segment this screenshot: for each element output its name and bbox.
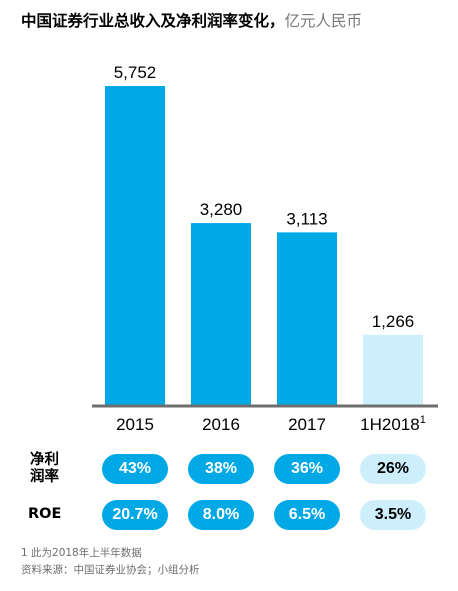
metric-pill-1-2: 6.5% xyxy=(274,500,340,530)
chart-title-unit: 亿元人民币 xyxy=(284,12,363,30)
metric-pill-0-0: 43% xyxy=(102,454,168,484)
chart-title: 中国证券行业总收入及净利润率变化，亿元人民币 xyxy=(21,9,362,31)
bar-2015 xyxy=(105,86,165,405)
metric-pill-1-0: 20.7% xyxy=(102,500,168,530)
revenue-bar-chart: 5,752 2015 3,280 2016 3,113 2017 1,266 1H20181 xyxy=(92,63,438,434)
metric-pill-0-3: 26% xyxy=(360,454,426,484)
metric-pill-0-1: 38% xyxy=(188,454,254,484)
metric-label-0: 净利 润率 xyxy=(30,452,59,485)
footnotes: 1 此为2018年上半年数据 资料来源：中国证券业协会；小组分析 xyxy=(21,545,200,579)
chart-title-main: 中国证券行业总收入及净利润率变化， xyxy=(21,12,285,30)
metric-label-1: ROE xyxy=(28,506,62,522)
metric-pill-1-1: 8.0% xyxy=(188,500,254,530)
value-label-1H2018: 1,266 xyxy=(372,312,415,331)
metric-pill-1-3: 3.5% xyxy=(360,500,426,530)
metric-pill-0-2: 36% xyxy=(274,454,340,484)
category-label-2017: 2017 xyxy=(288,415,326,434)
footnote-period: 1 此为2018年上半年数据 xyxy=(21,547,142,559)
footnote-marker: 1 xyxy=(420,414,426,426)
bar-1H2018 xyxy=(363,334,423,405)
bar-2016 xyxy=(191,223,251,405)
footnote-source: 资料来源：中国证券业协会；小组分析 xyxy=(21,564,200,576)
value-label-2015: 5,752 xyxy=(114,63,157,82)
value-label-2017: 3,113 xyxy=(286,209,327,228)
category-label-1H2018: 1H20181 xyxy=(360,414,426,434)
bar-2017 xyxy=(277,232,337,405)
value-label-2016: 3,280 xyxy=(200,200,243,219)
category-label-2015: 2015 xyxy=(116,415,154,434)
category-label-2016: 2016 xyxy=(202,415,240,434)
